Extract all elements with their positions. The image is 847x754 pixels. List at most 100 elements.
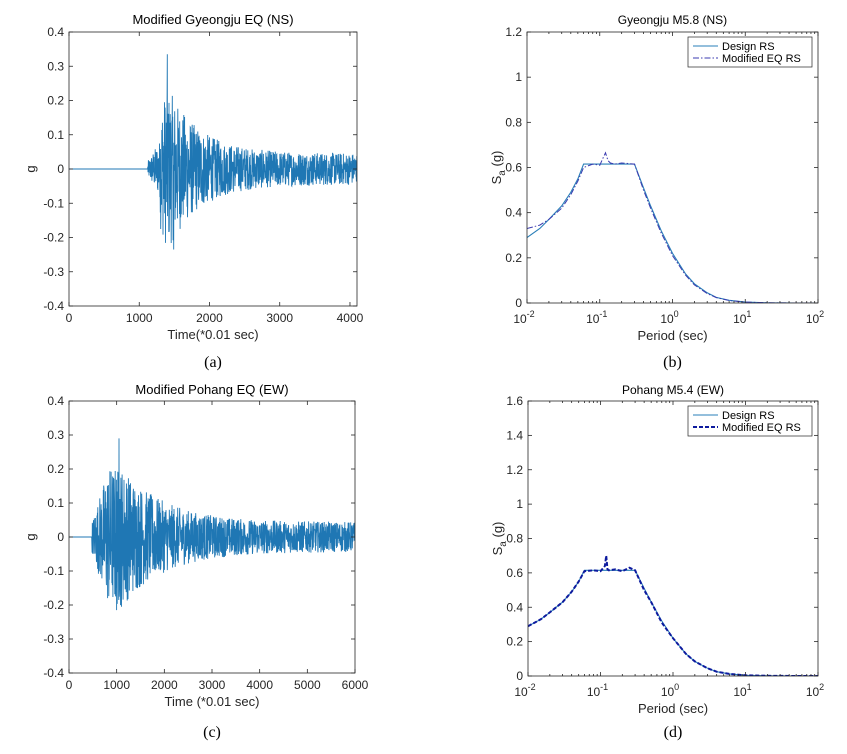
legend-label: Modified EQ RS: [722, 53, 801, 65]
x-axis-label: Time (*0.01 sec): [165, 694, 260, 709]
y-tick-label: 0.1: [47, 128, 64, 142]
x-tick-label: 10-1: [587, 682, 608, 699]
y-label-s: S: [489, 175, 504, 184]
x-tick-exponent: -2: [528, 682, 536, 692]
y-label-sub: a: [497, 170, 508, 176]
panel-b: 00.20.40.60.811.210-2 10-1 100 101 102Gyeong…: [489, 13, 824, 371]
x-tick-base: 10: [806, 685, 820, 699]
series-line-modified-eq-rs: [527, 151, 818, 303]
y-tick-label: 0.8: [505, 115, 522, 129]
x-tick-exponent: -1: [599, 309, 607, 319]
y-tick-label: 0: [57, 162, 64, 176]
y-axis-label: g: [23, 533, 38, 540]
y-tick-label: -0.1: [43, 564, 64, 578]
x-tick-exponent: 2: [819, 309, 824, 319]
y-tick-label: 0.4: [506, 600, 523, 614]
chart-title: Modified Pohang EQ (EW): [135, 382, 288, 397]
y-tick-label: -0.3: [43, 265, 64, 279]
signal-line: [69, 54, 357, 250]
x-tick-exponent: 1: [746, 309, 751, 319]
x-axis-label: Period (sec): [638, 701, 708, 716]
x-tick-base: 10: [586, 312, 600, 326]
legend-box: [687, 36, 813, 68]
y-tick-label: 1.2: [506, 463, 523, 477]
y-tick-label: -0.1: [43, 196, 64, 210]
x-tick-base: 10: [587, 685, 601, 699]
y-tick-label: 0.2: [47, 94, 64, 108]
series-line-modified-eq-rs: [528, 555, 818, 676]
x-tick-label: 4000: [246, 678, 273, 692]
y-tick-label: 1.6: [506, 394, 523, 408]
x-tick-exponent: 2: [819, 682, 824, 692]
x-tick-label: 10-1: [586, 309, 607, 326]
x-tick-label: 2000: [196, 311, 223, 325]
y-tick-label: 0.4: [47, 25, 64, 39]
legend-box: [687, 405, 813, 437]
y-tick-label: 0: [515, 296, 522, 310]
panel-caption: (b): [663, 354, 682, 371]
x-tick-exponent: 0: [674, 309, 679, 319]
y-tick-label: 1.4: [506, 428, 523, 442]
x-tick-label: 4000: [337, 311, 364, 325]
chart-title: Pohang M5.4 (EW): [622, 383, 724, 397]
x-tick-label: 3000: [266, 311, 293, 325]
y-tick-label: 0.8: [506, 532, 523, 546]
y-label-sub: a: [498, 541, 509, 547]
x-tick-label: 10-2: [514, 682, 535, 699]
x-tick-exponent: -2: [527, 309, 535, 319]
y-tick-label: -0.4: [43, 299, 64, 313]
x-axis-label: Period (sec): [637, 328, 707, 343]
panel-c: -0.4 -0.3 -0.2 -0.1 0 0.1 0.2 0.3 0.4 0 1000 2000 30…: [23, 382, 369, 741]
y-label-unit: (g): [489, 151, 504, 171]
y-axis-label: Sa (g): [489, 151, 508, 185]
y-label-unit: (g): [490, 522, 505, 542]
y-tick-label: 0.4: [47, 394, 64, 408]
y-axis-label: Sa (g): [490, 522, 509, 556]
x-tick-base: 10: [661, 685, 675, 699]
y-tick-label: -0.2: [43, 231, 64, 245]
chart-title: Modified Gyeongju EQ (NS): [132, 12, 293, 27]
signal-line: [69, 438, 355, 611]
x-tick-label: 2000: [151, 678, 178, 692]
panel-caption: (a): [204, 354, 222, 371]
axes-box: [526, 31, 819, 304]
x-tick-base: 10: [660, 312, 674, 326]
x-axis-label: Time(*0.01 sec): [167, 327, 258, 342]
y-tick-label: 0: [57, 530, 64, 544]
x-tick-base: 10: [513, 312, 527, 326]
series-line-design-rs: [527, 163, 818, 303]
x-tick-base: 10: [806, 312, 820, 326]
panel-caption: (c): [203, 724, 221, 741]
y-tick-label: 0.3: [47, 428, 64, 442]
legend-label: Design RS: [722, 410, 775, 422]
y-tick-label: 0.4: [505, 206, 522, 220]
y-tick-label: 0.6: [505, 161, 522, 175]
series-line-design-rs: [528, 569, 818, 676]
y-tick-label: 1.2: [505, 25, 522, 39]
plot-area: [527, 151, 818, 303]
x-tick-label: 100: [661, 682, 679, 699]
x-tick-base: 10: [733, 685, 747, 699]
x-tick-label: 0: [66, 311, 73, 325]
legend-label: Design RS: [722, 41, 775, 53]
x-tick-label: 102: [806, 309, 824, 326]
y-tick-label: -0.2: [43, 598, 64, 612]
y-tick-label: -0.4: [43, 666, 64, 680]
x-tick-label: 102: [806, 682, 824, 699]
x-tick-label: 100: [660, 309, 678, 326]
y-tick-label: 0.6: [506, 566, 523, 580]
y-tick-label: 0.2: [47, 462, 64, 476]
panel-caption: (d): [664, 724, 683, 741]
x-tick-label: 0: [66, 678, 73, 692]
y-axis-label: g: [23, 165, 38, 172]
plot-area: [69, 438, 355, 611]
x-tick-base: 10: [733, 312, 747, 326]
y-tick-label: 0.2: [506, 635, 523, 649]
plot-area: [528, 555, 818, 676]
legend-label: Modified EQ RS: [722, 422, 801, 434]
y-tick-label: 0: [516, 669, 523, 683]
y-tick-label: 0.2: [505, 251, 522, 265]
panel-a: -0.4 -0.3 -0.2 -0.1 0 0.1 0.2 0.3 0.4 0 1000 2000 30…: [23, 12, 364, 371]
